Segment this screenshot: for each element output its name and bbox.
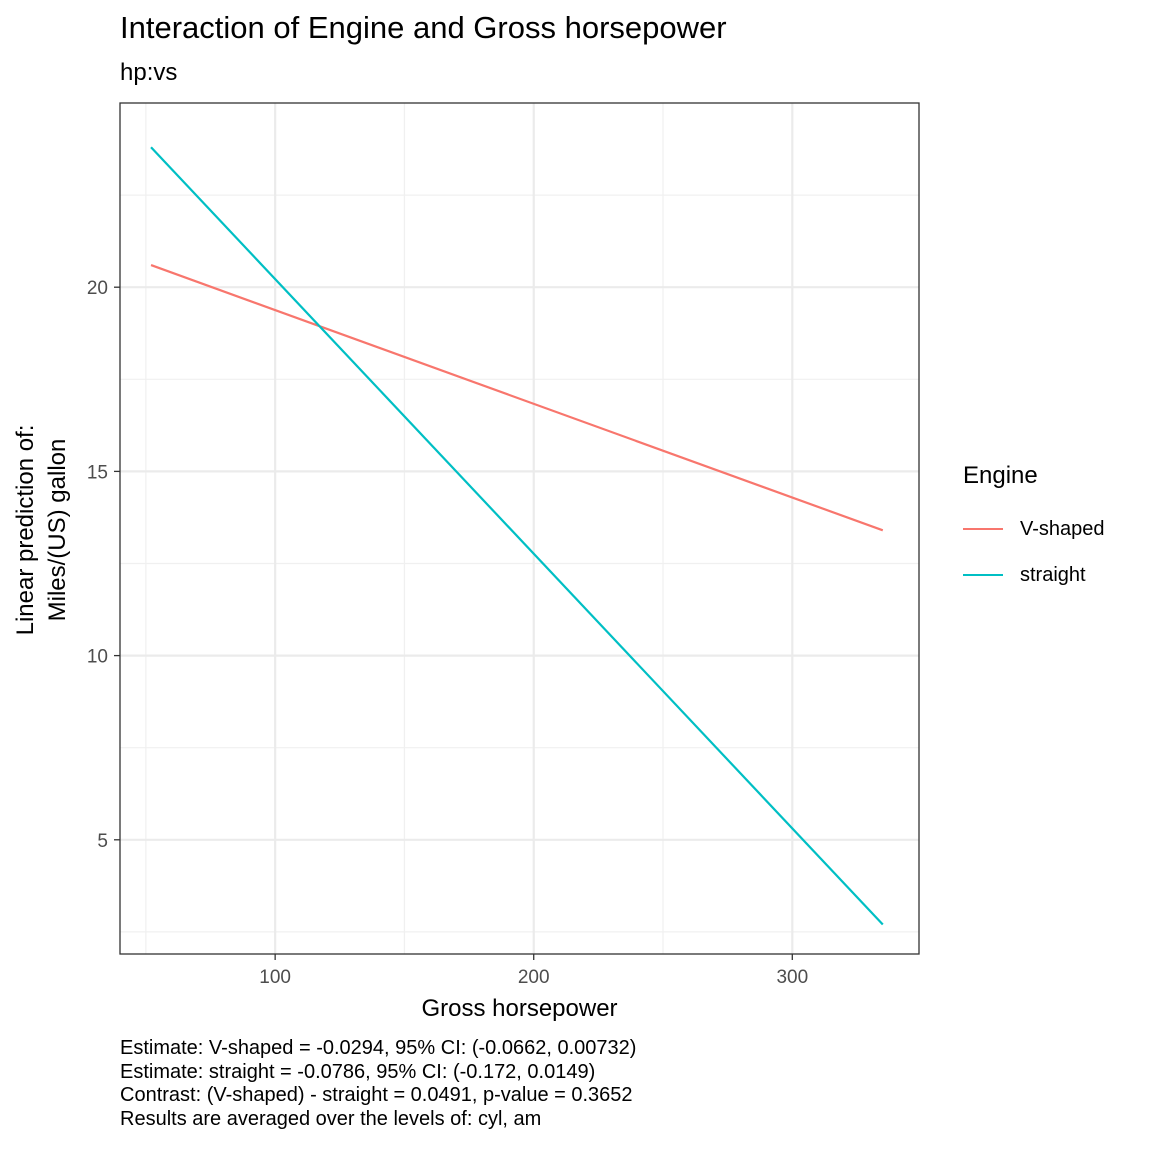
x-axis-title: Gross horsepower — [421, 995, 618, 1022]
legend-key-v-shaped — [963, 528, 1003, 530]
legend-label-straight: straight — [1020, 563, 1086, 586]
series-line-straight — [150, 146, 884, 926]
y-axis-title-line-2: Miles/(US) gallon — [44, 438, 71, 622]
legend-item-v-shaped: V-shaped — [963, 506, 1148, 552]
y-axis-title-line-1: Linear prediction of: — [12, 424, 39, 636]
legend-key-straight — [963, 574, 1003, 576]
chart-title: Interaction of Engine and Gross horsepow… — [120, 10, 727, 45]
x-tick-label: 300 — [776, 967, 808, 988]
caption-line: Estimate: V-shaped = -0.0294, 95% CI: (-… — [120, 1037, 637, 1059]
legend-label-v-shaped: V-shaped — [1020, 517, 1105, 540]
x-tick-label: 200 — [518, 967, 550, 988]
y-tick-label: 15 — [87, 462, 108, 483]
legend-item-straight: straight — [963, 552, 1148, 598]
caption-line: Estimate: straight = -0.0786, 95% CI: (-… — [120, 1060, 596, 1083]
y-tick-label: 5 — [97, 831, 108, 852]
y-axis-title: Linear prediction of: Miles/(US) gallon — [10, 270, 80, 790]
legend-title: Engine — [963, 462, 1038, 489]
caption-line: Results are averaged over the levels of:… — [120, 1107, 542, 1130]
chart-subtitle: hp:vs — [120, 59, 178, 86]
series-line-v-shaped — [150, 264, 884, 532]
legend: Engine V-shaped straight — [963, 460, 1148, 598]
plot-panel-border — [119, 102, 920, 955]
y-tick-label: 10 — [87, 647, 108, 668]
y-tick-label: 20 — [87, 278, 108, 299]
caption-line: Contrast: (V-shaped) - straight = 0.0491… — [120, 1084, 633, 1106]
caption: Estimate: V-shaped = -0.0294, 95% CI: (-… — [120, 1037, 636, 1131]
x-tick-label: 100 — [259, 967, 291, 988]
